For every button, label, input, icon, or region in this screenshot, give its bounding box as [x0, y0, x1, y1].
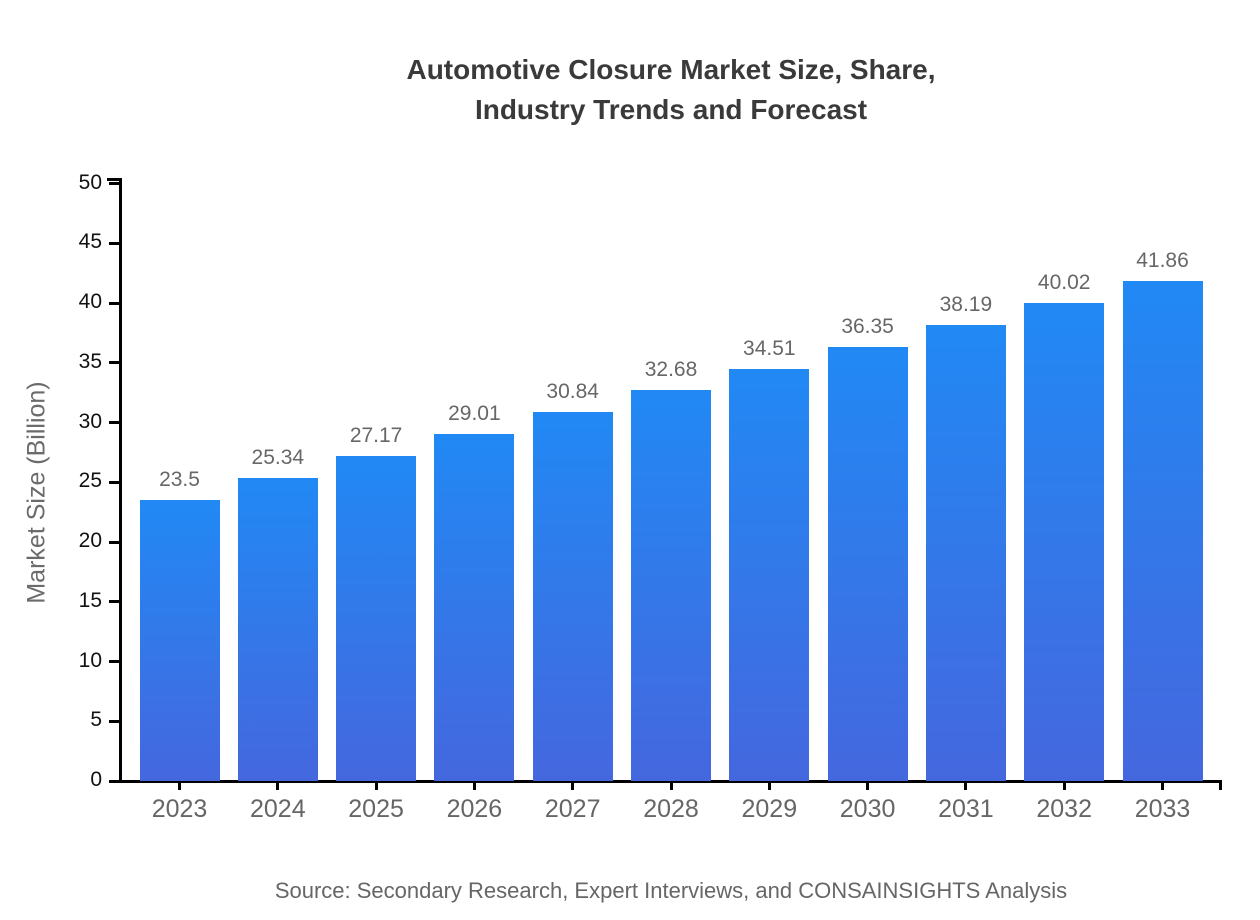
- x-tick-label-2030: 2030: [839, 795, 896, 823]
- x-tick-2027: [571, 781, 575, 790]
- y-tick-15: [108, 600, 119, 604]
- plot-area: 0 5 10 15 20 25 30 35 40 45 50 23.5 2023 25.34 2024 27.…: [79, 171, 1222, 823]
- x-tick-label-2029: 2029: [741, 795, 798, 823]
- y-tick-label-10: 10: [78, 648, 102, 672]
- x-tick-label-2024: 2024: [249, 795, 306, 823]
- bar-2027: [532, 412, 613, 781]
- y-tick-5: [108, 719, 119, 723]
- y-tick-45: [108, 241, 119, 245]
- x-tick-2028: [669, 781, 673, 790]
- y-axis-title: Market Size (Billion): [22, 381, 51, 604]
- y-tick-20: [108, 540, 119, 544]
- bar-2032: [1024, 303, 1105, 781]
- bar-value-2033: 41.86: [1136, 249, 1189, 272]
- y-axis-line: [118, 178, 122, 783]
- x-tick-label-2028: 2028: [643, 795, 699, 823]
- x-tick-2033: [1161, 781, 1164, 790]
- x-tick-2031: [964, 781, 968, 790]
- bar-value-2030: 36.35: [841, 315, 894, 338]
- y-tick-label-45: 45: [78, 230, 102, 254]
- y-tick-35: [108, 361, 119, 365]
- bar-2028: [631, 390, 711, 781]
- y-tick-25: [108, 480, 119, 484]
- x-tick-label-2026: 2026: [446, 795, 503, 823]
- y-tick-label-40: 40: [78, 290, 102, 313]
- bar-value-2031: 38.19: [939, 293, 993, 316]
- y-tick-label-25: 25: [78, 469, 102, 493]
- y-tick-label-20: 20: [78, 529, 102, 552]
- y-tick-label-35: 35: [78, 349, 102, 373]
- y-tick-label-30: 30: [78, 409, 102, 433]
- y-tick-30: [108, 421, 119, 424]
- x-tick-label-2033: 2033: [1134, 795, 1191, 823]
- bar-2029: [729, 369, 810, 781]
- bar-value-2024: 25.34: [251, 446, 305, 469]
- x-tick-2025: [374, 781, 378, 790]
- chart-title-line-2: Industry Trends and Forecast: [474, 94, 868, 125]
- x-tick-2030: [866, 781, 870, 790]
- y-tick-label-50: 50: [78, 170, 102, 194]
- bar-2031: [925, 325, 1006, 781]
- x-tick-label-2027: 2027: [544, 795, 601, 823]
- y-tick-label-15: 15: [78, 588, 102, 612]
- bar-2023: [139, 500, 220, 781]
- bar-value-2029: 34.51: [743, 337, 796, 360]
- chart-title: Automotive Closure Market Size, Share, I…: [120, 50, 1222, 130]
- x-tick-label-2031: 2031: [938, 795, 994, 823]
- bar-value-2027: 30.84: [546, 380, 599, 403]
- bar-value-2028: 32.68: [644, 358, 698, 381]
- x-tick-2029: [767, 781, 771, 790]
- y-tick-40: [108, 301, 119, 305]
- y-axis-end-cap: [106, 178, 119, 181]
- source-note: Source: Secondary Research, Expert Inter…: [274, 878, 1068, 903]
- x-tick-2032: [1062, 781, 1066, 790]
- x-tick-2024: [276, 781, 280, 790]
- bar-2033: [1122, 281, 1203, 781]
- bar-2026: [434, 434, 515, 781]
- bar-value-2023: 23.5: [159, 468, 200, 491]
- y-tick-50: [108, 182, 119, 185]
- y-tick-label-5: 5: [90, 708, 102, 732]
- x-tick-label-2025: 2025: [348, 795, 404, 823]
- bar-2030: [827, 347, 908, 781]
- bar-value-2026: 29.01: [448, 402, 501, 425]
- y-tick-10: [108, 660, 119, 663]
- x-axis-end-cap: [1218, 781, 1222, 790]
- x-tick-label-2032: 2032: [1036, 795, 1092, 823]
- y-tick-0: [108, 779, 119, 783]
- x-tick-2026: [472, 781, 476, 790]
- x-tick-2023: [178, 781, 181, 790]
- bar-value-2025: 27.17: [349, 424, 403, 447]
- y-tick-label-0: 0: [90, 768, 102, 791]
- bar-value-2032: 40.02: [1037, 271, 1091, 294]
- bar-2025: [336, 456, 417, 781]
- x-tick-label-2023: 2023: [151, 795, 208, 823]
- bar-2024: [237, 478, 318, 781]
- chart-title-line-1: Automotive Closure Market Size, Share,: [406, 54, 936, 85]
